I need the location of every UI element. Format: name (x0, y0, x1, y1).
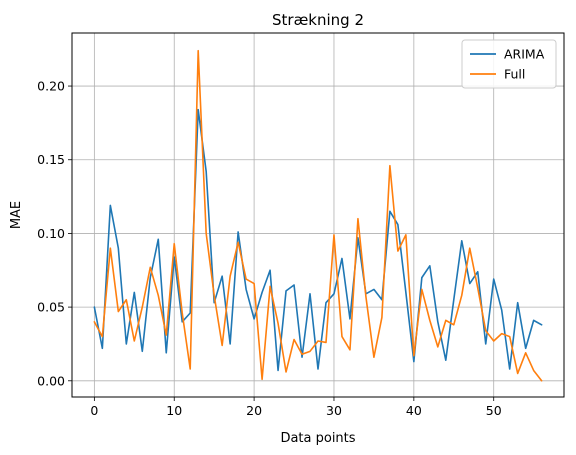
x-tick-label: 40 (406, 403, 422, 418)
x-tick-label: 20 (246, 403, 262, 418)
series-line-arima (93, 108, 543, 372)
series-line-full (93, 49, 543, 382)
y-tick-label: 0.05 (37, 300, 65, 315)
y-tick-label: 0.20 (37, 79, 65, 94)
chart-title: Strækning 2 (272, 11, 364, 29)
x-tick-label: 50 (486, 403, 502, 418)
x-tick-label: 0 (90, 403, 98, 418)
legend-box (461, 39, 557, 89)
series-layer (93, 49, 543, 382)
y-axis-label: MAE (9, 201, 24, 229)
x-tick-label: 10 (166, 403, 182, 418)
x-tick-label: 30 (326, 403, 342, 418)
y-axis-ticks: 0.00 0.05 0.10 0.15 0.20 (37, 79, 72, 388)
y-tick-label: 0.15 (37, 152, 65, 167)
y-tick-label: 0.00 (37, 373, 65, 388)
legend-label-arima: ARIMA (504, 47, 545, 62)
legend-label-full: Full (504, 67, 525, 82)
plot-frame (71, 32, 565, 398)
legend: ARIMA Full (461, 39, 557, 89)
y-tick-label: 0.10 (37, 226, 65, 241)
x-axis-label: Data points (280, 431, 355, 446)
x-axis-ticks: 0 10 20 30 40 50 (90, 397, 502, 418)
